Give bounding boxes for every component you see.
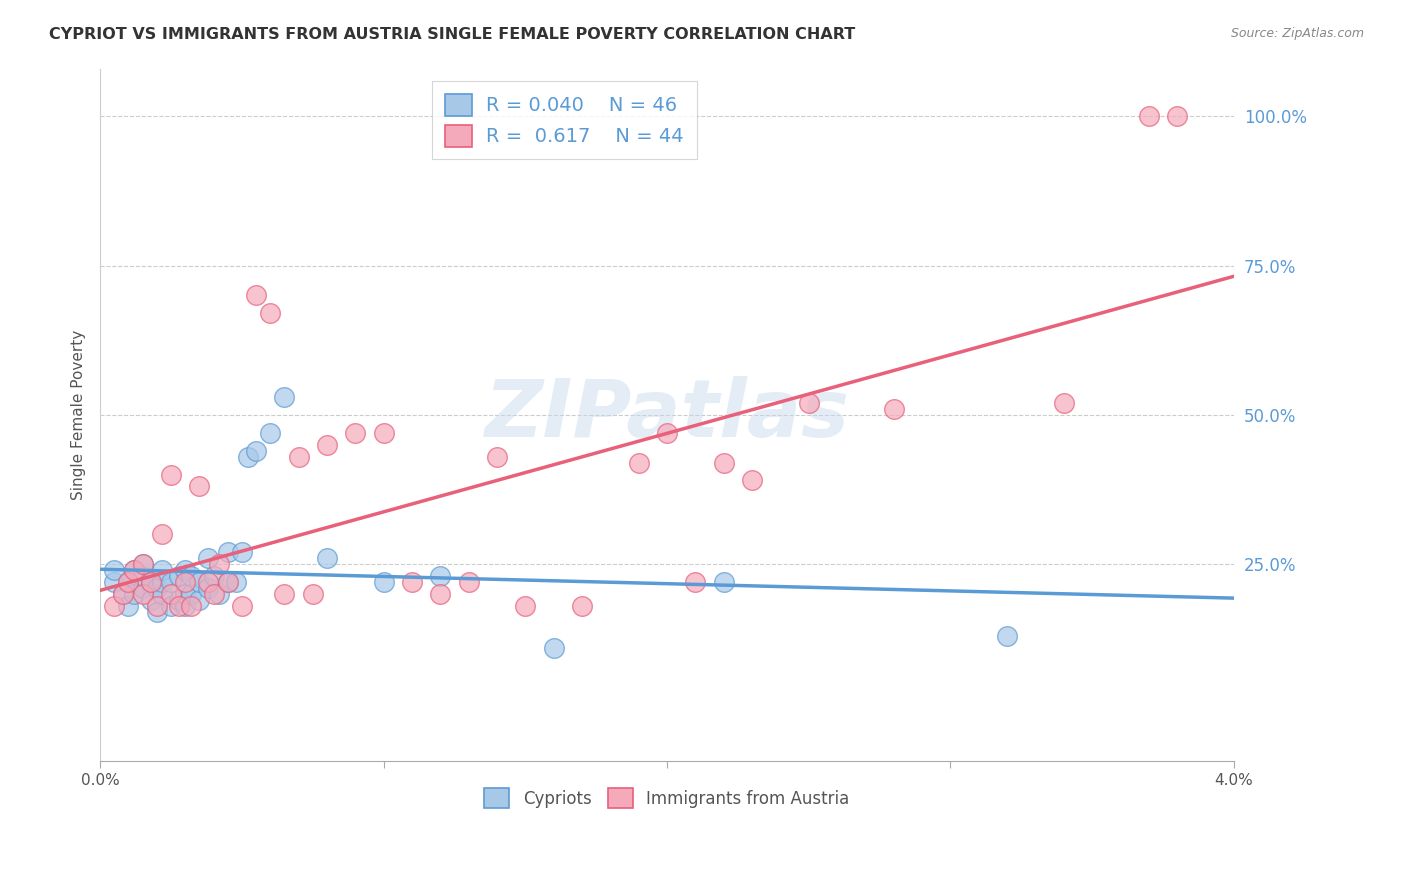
Point [197,574,219,589]
Point [141,574,163,589]
Point [301,587,323,601]
Point [713,456,735,470]
Point [111,587,134,601]
Point [117,599,139,613]
Point [741,474,763,488]
Point [315,437,337,451]
Point [225,574,247,589]
Point [188,479,211,493]
Point [429,569,451,583]
Point [217,574,239,589]
Point [197,581,219,595]
Point [131,587,153,601]
Point [457,574,479,589]
Point [208,587,231,601]
Point [103,574,125,589]
Point [160,574,183,589]
Point [429,587,451,601]
Point [627,456,650,470]
Point [245,443,267,458]
Point [180,587,202,601]
Point [188,574,211,589]
Text: Source: ZipAtlas.com: Source: ZipAtlas.com [1230,27,1364,40]
Point [188,593,211,607]
Point [146,605,169,619]
Point [169,599,191,613]
Point [273,390,295,404]
Point [797,396,820,410]
Point [1166,109,1188,123]
Y-axis label: Single Female Poverty: Single Female Poverty [72,330,86,500]
Point [141,574,163,589]
Point [401,574,423,589]
Point [146,599,169,613]
Point [543,640,565,655]
Point [883,401,905,416]
Point [131,581,153,595]
Point [174,574,197,589]
Point [217,574,239,589]
Point [131,557,153,571]
Point [152,563,174,577]
Point [103,599,125,613]
Point [111,587,134,601]
Point [180,599,202,613]
Point [169,569,191,583]
Point [995,629,1018,643]
Point [131,557,153,571]
Point [713,574,735,589]
Point [152,527,174,541]
Point [122,563,145,577]
Point [202,587,225,601]
Point [152,587,174,601]
Point [174,563,197,577]
Text: CYPRIOT VS IMMIGRANTS FROM AUSTRIA SINGLE FEMALE POVERTY CORRELATION CHART: CYPRIOT VS IMMIGRANTS FROM AUSTRIA SINGL… [49,27,855,42]
Point [373,574,395,589]
Point [373,425,395,440]
Point [169,593,191,607]
Point [571,599,593,613]
Point [236,450,259,464]
Point [485,450,508,464]
Point [160,599,183,613]
Point [245,288,267,302]
Point [117,574,139,589]
Point [259,425,281,440]
Point [1137,109,1160,123]
Point [141,593,163,607]
Point [122,587,145,601]
Point [160,467,183,482]
Point [180,569,202,583]
Point [131,569,153,583]
Point [146,581,169,595]
Point [273,587,295,601]
Point [174,599,197,613]
Legend: Cypriots, Immigrants from Austria: Cypriots, Immigrants from Austria [478,781,856,815]
Point [231,599,253,613]
Point [117,574,139,589]
Point [208,557,231,571]
Point [103,563,125,577]
Point [259,306,281,320]
Point [515,599,537,613]
Point [160,587,183,601]
Point [152,574,174,589]
Point [685,574,707,589]
Point [197,551,219,566]
Point [217,545,239,559]
Point [287,450,309,464]
Text: ZIPatlas: ZIPatlas [485,376,849,454]
Point [1053,396,1076,410]
Point [655,425,678,440]
Point [315,551,337,566]
Point [202,569,225,583]
Point [344,425,367,440]
Point [174,587,197,601]
Point [122,563,145,577]
Point [231,545,253,559]
